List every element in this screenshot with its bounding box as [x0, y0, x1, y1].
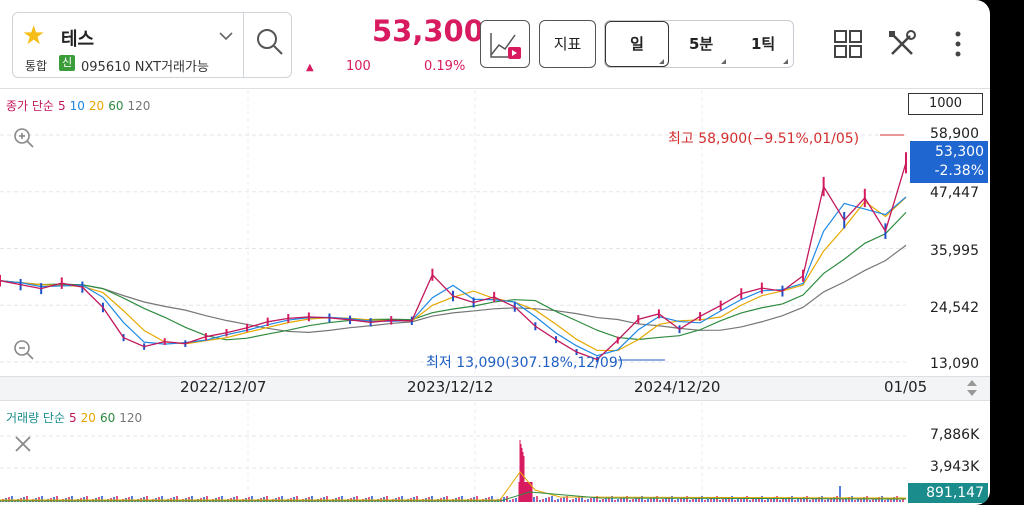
high-label: 최고 58,900(−9.51%,01/05)	[668, 131, 860, 147]
tools-icon[interactable]	[886, 28, 918, 60]
y-tick-label: 13,090	[930, 356, 979, 372]
low-label: 최저 13,090(307.18%,12/09)	[426, 355, 624, 371]
ma-legend-prefix: 종가 단순	[6, 99, 54, 113]
volume-legend: 거래량 단순 5 20 60 120	[6, 409, 146, 426]
x-axis-top-line	[0, 376, 990, 377]
x-tick-label: 2024/12/20	[634, 378, 721, 396]
volume-legend-20: 20	[80, 411, 96, 425]
price-change-rate: 0.19%	[424, 59, 466, 74]
axis-scale-arrows-icon[interactable]	[964, 378, 980, 398]
ma-legend-60: 60	[108, 99, 124, 113]
chevron-down-icon[interactable]	[219, 29, 233, 45]
period-corner-icon	[783, 59, 788, 64]
chart-type-button[interactable]	[480, 20, 530, 68]
x-tick-label: 2022/12/07	[180, 378, 267, 396]
price-chart[interactable]	[0, 90, 990, 376]
volume-legend-60: 60	[99, 411, 116, 425]
x-tick-label: 2023/12/12	[407, 378, 494, 396]
stock-name: 테스	[61, 29, 95, 50]
volume-legend-prefix: 거래량 단순	[6, 411, 66, 425]
volume-legend-120: 120	[119, 411, 143, 425]
price-change: 100	[346, 59, 371, 74]
more-vertical-icon[interactable]	[942, 28, 974, 60]
ma-legend-5: 5	[57, 99, 66, 113]
y-tick-label: 58,900	[930, 126, 979, 142]
zoom-count-box[interactable]: 1000	[908, 93, 983, 115]
x-axis-bar	[0, 377, 990, 400]
chart-play-icon	[490, 33, 521, 59]
app-window: ★ 테스 통합 신 095610 NXT거래가능 53,300 ▲ 100 0.…	[0, 0, 990, 505]
search-icon[interactable]	[255, 27, 285, 57]
x-axis-bottom-line	[0, 400, 990, 401]
ma5-line	[0, 162, 907, 361]
ma-legend-10: 10	[69, 99, 85, 113]
x-tick-label: 01/05	[884, 378, 928, 396]
credit-badge: 신	[59, 55, 75, 71]
ma60-line	[0, 211, 907, 341]
y-tick-label: 24,542	[930, 300, 979, 316]
ma-legend-20: 20	[88, 99, 105, 113]
y-tick-label: 35,995	[930, 243, 979, 259]
grid-icon[interactable]	[832, 28, 864, 60]
star-icon[interactable]: ★	[22, 21, 46, 51]
current-price-value: 53,300	[935, 144, 984, 160]
current-price-rate: -2.38%	[934, 163, 984, 179]
close-icon[interactable]	[12, 433, 34, 455]
zoom-out-icon[interactable]	[12, 338, 36, 362]
y-tick-label: 47,447	[930, 185, 979, 201]
period-1tick[interactable]: 1틱	[751, 35, 776, 53]
volume-legend-5: 5	[69, 411, 77, 425]
period-5min[interactable]: 5분	[689, 35, 714, 53]
volume-y-tick: 3,943K	[930, 459, 980, 475]
ma10-line	[0, 196, 907, 357]
period-corner-icon	[659, 59, 664, 64]
header-divider	[0, 88, 990, 89]
stock-code: 095610 NXT거래가능	[81, 60, 209, 75]
volume-ma60-line	[0, 491, 907, 502]
ma-legend: 종가 단순 5 10 20 60 120	[6, 97, 154, 114]
ma-legend-120: 120	[127, 99, 151, 113]
current-price: 53,300	[372, 14, 484, 48]
zoom-in-icon[interactable]	[12, 126, 36, 150]
period-corner-icon	[721, 59, 726, 64]
ma20-line	[0, 196, 907, 352]
stock-selector[interactable]: ★ 테스 통합 신 095610 NXT거래가능	[12, 12, 292, 78]
up-triangle-icon: ▲	[306, 62, 314, 73]
market-label: 통합	[25, 59, 48, 73]
volume-chart[interactable]	[0, 402, 990, 505]
current-volume-box: 891,147	[908, 483, 988, 503]
indicator-button[interactable]: 지표	[539, 20, 596, 68]
volume-ma20-line	[0, 471, 907, 501]
current-price-box: 53,300 -2.38%	[910, 141, 988, 183]
ma120-line	[0, 244, 907, 333]
period-selector: 일 5분 1틱	[604, 20, 794, 68]
divider	[243, 13, 244, 77]
period-day[interactable]: 일	[605, 21, 669, 67]
volume-y-tick: 7,886K	[930, 427, 980, 443]
